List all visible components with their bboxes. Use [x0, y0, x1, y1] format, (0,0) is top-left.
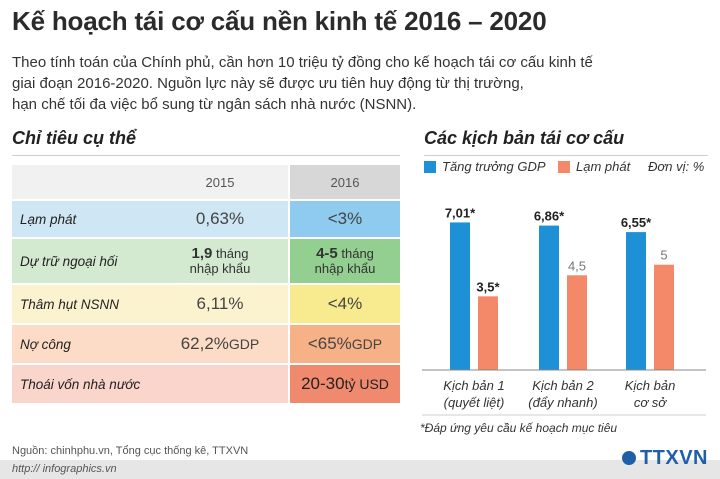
section-divider [12, 155, 400, 156]
value-2016: <4% [290, 285, 400, 323]
data-label: 6,55* [621, 215, 652, 230]
value-2015: 6,11% [152, 285, 288, 323]
value-2015: 0,63% [152, 201, 288, 237]
footer-bar: http:// infographics.vn [0, 460, 720, 479]
legend-item-inflation: Lạm phát [558, 159, 630, 174]
data-label: 7,01* [445, 205, 476, 220]
section-divider [424, 155, 708, 156]
category-label: Kịch bản [625, 378, 676, 393]
table-row: Nợ công 62,2% GDP <65% GDP [12, 325, 400, 363]
intro-line: giai đoạn 2016-2020. Nguồn lực này sẽ đư… [12, 75, 524, 92]
bar [450, 222, 470, 370]
category-label: Kịch bản 2 [532, 378, 594, 393]
chart-footnote: *Đáp ứng yêu cầu kế hoạch mục tiêu [420, 421, 618, 435]
logo-text: TTXVN [639, 446, 708, 469]
ttxvn-logo: TTXVN [622, 441, 708, 475]
bar [539, 225, 559, 370]
value-2016: <3% [290, 201, 400, 237]
value-unit: tháng [337, 246, 374, 261]
data-label: 4,5 [568, 258, 586, 273]
table-row: Thâm hụt NSNN 6,11% <4% [12, 285, 400, 323]
category-label: (đẩy nhanh) [528, 395, 597, 410]
row-label: Dự trữ ngoại hối [12, 239, 152, 283]
value-unit: GDP [351, 336, 383, 352]
data-label: 6,86* [534, 209, 565, 224]
table-section-title: Chỉ tiêu cụ thể [12, 128, 137, 148]
header-blank [12, 165, 152, 199]
value-unit: GDP [228, 336, 260, 352]
value-number: 4-5 [316, 245, 338, 262]
legend-label: Lạm phát [576, 159, 631, 174]
bar [654, 264, 674, 370]
bar [626, 232, 646, 370]
legend-label: Tăng trưởng GDP [442, 159, 546, 174]
site-link[interactable]: http:// infographics.vn [12, 463, 117, 475]
category-label: (quyết liệt) [444, 395, 505, 410]
header-2016: 2016 [290, 165, 400, 199]
bar [478, 296, 498, 370]
value-unit-line2: nhập khẩu [189, 261, 251, 276]
value-2015: 1,9 tháng nhập khẩu [152, 239, 288, 283]
intro-line: hạn chế tối đa việc bổ sung từ ngân sách… [12, 96, 417, 113]
source-text: Nguồn: chinhphu.vn, Tổng cục thống kê, T… [12, 445, 249, 457]
row-label: Nợ công [12, 325, 152, 363]
intro-text: Theo tính toán của Chính phủ, cần hơn 10… [12, 52, 702, 115]
value-2015: 62,2% GDP [152, 325, 288, 363]
value-2015 [152, 365, 288, 403]
value-unit-line2: nhập khẩu [314, 261, 376, 276]
table-row: Lạm phát 0,63% <3% [12, 201, 400, 237]
table-header-row: 2015 2016 [12, 165, 400, 199]
legend-item-gdp: Tăng trưởng GDP [424, 159, 546, 174]
header-2015: 2015 [152, 165, 288, 199]
table-row: Dự trữ ngoại hối 1,9 tháng nhập khẩu 4-5… [12, 239, 400, 283]
legend-swatch [424, 160, 436, 173]
intro-line: Theo tính toán của Chính phủ, cần hơn 10… [12, 54, 593, 71]
value-number: <65% [307, 334, 352, 353]
value-2016: 20-30 tỷ USD [290, 365, 400, 403]
category-label: cơ sở [634, 395, 667, 410]
value-2016: 4-5 tháng nhập khẩu [290, 239, 400, 283]
value-number: 1,9 [191, 245, 213, 262]
row-label: Thâm hụt NSNN [12, 285, 152, 323]
data-label: 3,5* [476, 279, 500, 294]
value-unit: tỷ USD [344, 376, 389, 392]
row-label: Lạm phát [12, 201, 152, 237]
chart-unit: Đơn vị: % [648, 159, 705, 174]
category-label: Kịch bản 1 [443, 378, 504, 393]
value-unit: tháng [212, 246, 249, 261]
value-number: 62,2% [180, 334, 229, 353]
chart-section-title: Các kịch bản tái cơ cấu [424, 128, 625, 148]
legend-swatch [558, 160, 570, 173]
bar [567, 275, 587, 370]
value-number: 20-30 [301, 374, 345, 393]
table-row: Thoái vốn nhà nước 20-30 tỷ USD [12, 365, 400, 403]
data-label: 5 [660, 248, 667, 263]
value-2016: <65% GDP [290, 325, 400, 363]
globe-icon [622, 451, 636, 465]
row-label: Thoái vốn nhà nước [12, 365, 152, 403]
page-title: Kế hoạch tái cơ cấu nền kinh tế 2016 – 2… [12, 6, 547, 36]
